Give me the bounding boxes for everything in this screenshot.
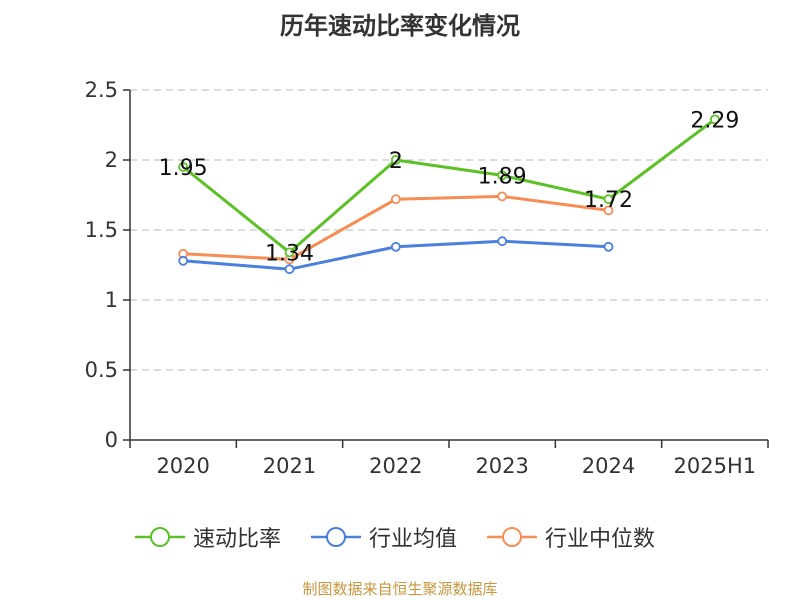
- data-label: 1.72: [584, 188, 633, 213]
- x-tick-label: 2020: [156, 454, 209, 478]
- x-tick-label: 2025H1: [674, 454, 757, 478]
- legend-marker: [326, 527, 346, 547]
- legend-label: 行业中位数: [545, 527, 656, 552]
- source-note: 制图数据来自恒生聚源数据库: [302, 580, 498, 598]
- data-label: 1.34: [265, 241, 314, 266]
- legend-marker: [502, 527, 522, 547]
- y-tick-label: 1.5: [85, 218, 118, 242]
- chart-title: 历年速动比率变化情况: [280, 12, 520, 40]
- data-point: [603, 241, 614, 252]
- data-point: [284, 247, 295, 258]
- series-line-0: [182, 118, 716, 254]
- data-point: [284, 264, 295, 275]
- grid-lines: [130, 89, 768, 371]
- data-point: [709, 114, 720, 125]
- x-tick-label: 2024: [582, 454, 635, 478]
- legend-label: 行业均值: [369, 527, 458, 552]
- legend-item[interactable]: 行业中位数: [487, 521, 655, 553]
- y-tick-label: 0: [105, 428, 118, 452]
- data-labels: 1.95 1.34 2 1.89 1.72 2.29: [159, 108, 740, 266]
- y-tick-label: 0.5: [85, 358, 118, 382]
- x-tick-label: 2022: [369, 454, 422, 478]
- legend-label: 速动比率: [193, 527, 282, 552]
- data-label: 2.29: [690, 108, 739, 133]
- data-point: [390, 194, 401, 205]
- data-label: 1.95: [159, 156, 208, 181]
- data-point: [178, 162, 189, 172]
- series-lines: [178, 114, 720, 275]
- data-point: [603, 205, 614, 216]
- data-point: [497, 170, 508, 181]
- axes: 0 0.5 1 1.5 2 2.5 2020 2021 2022 2023 2024 2025H1: [85, 78, 769, 478]
- data-point: [497, 191, 508, 202]
- x-tick-label: 2021: [263, 454, 316, 478]
- data-label: 1.89: [478, 164, 527, 189]
- data-point: [178, 255, 189, 266]
- legend-item[interactable]: 行业均值: [311, 521, 457, 553]
- data-point: [390, 155, 401, 165]
- data-point: [603, 194, 614, 205]
- legend-symbol-icon: [311, 527, 361, 547]
- y-tick-label: 2: [105, 148, 118, 172]
- x-tick-label: 2023: [475, 454, 528, 478]
- data-point: [390, 241, 401, 252]
- legend-symbol-icon: [487, 527, 537, 547]
- y-tick-label: 1: [105, 288, 118, 312]
- legend: 速动比率 行业均值 行业中位数: [0, 521, 800, 553]
- y-tick-label: 2.5: [85, 78, 118, 102]
- data-label: 2: [389, 149, 403, 174]
- legend-symbol-icon: [135, 527, 185, 547]
- legend-item[interactable]: 速动比率: [135, 521, 281, 553]
- legend-marker: [150, 527, 170, 547]
- data-point: [497, 236, 508, 247]
